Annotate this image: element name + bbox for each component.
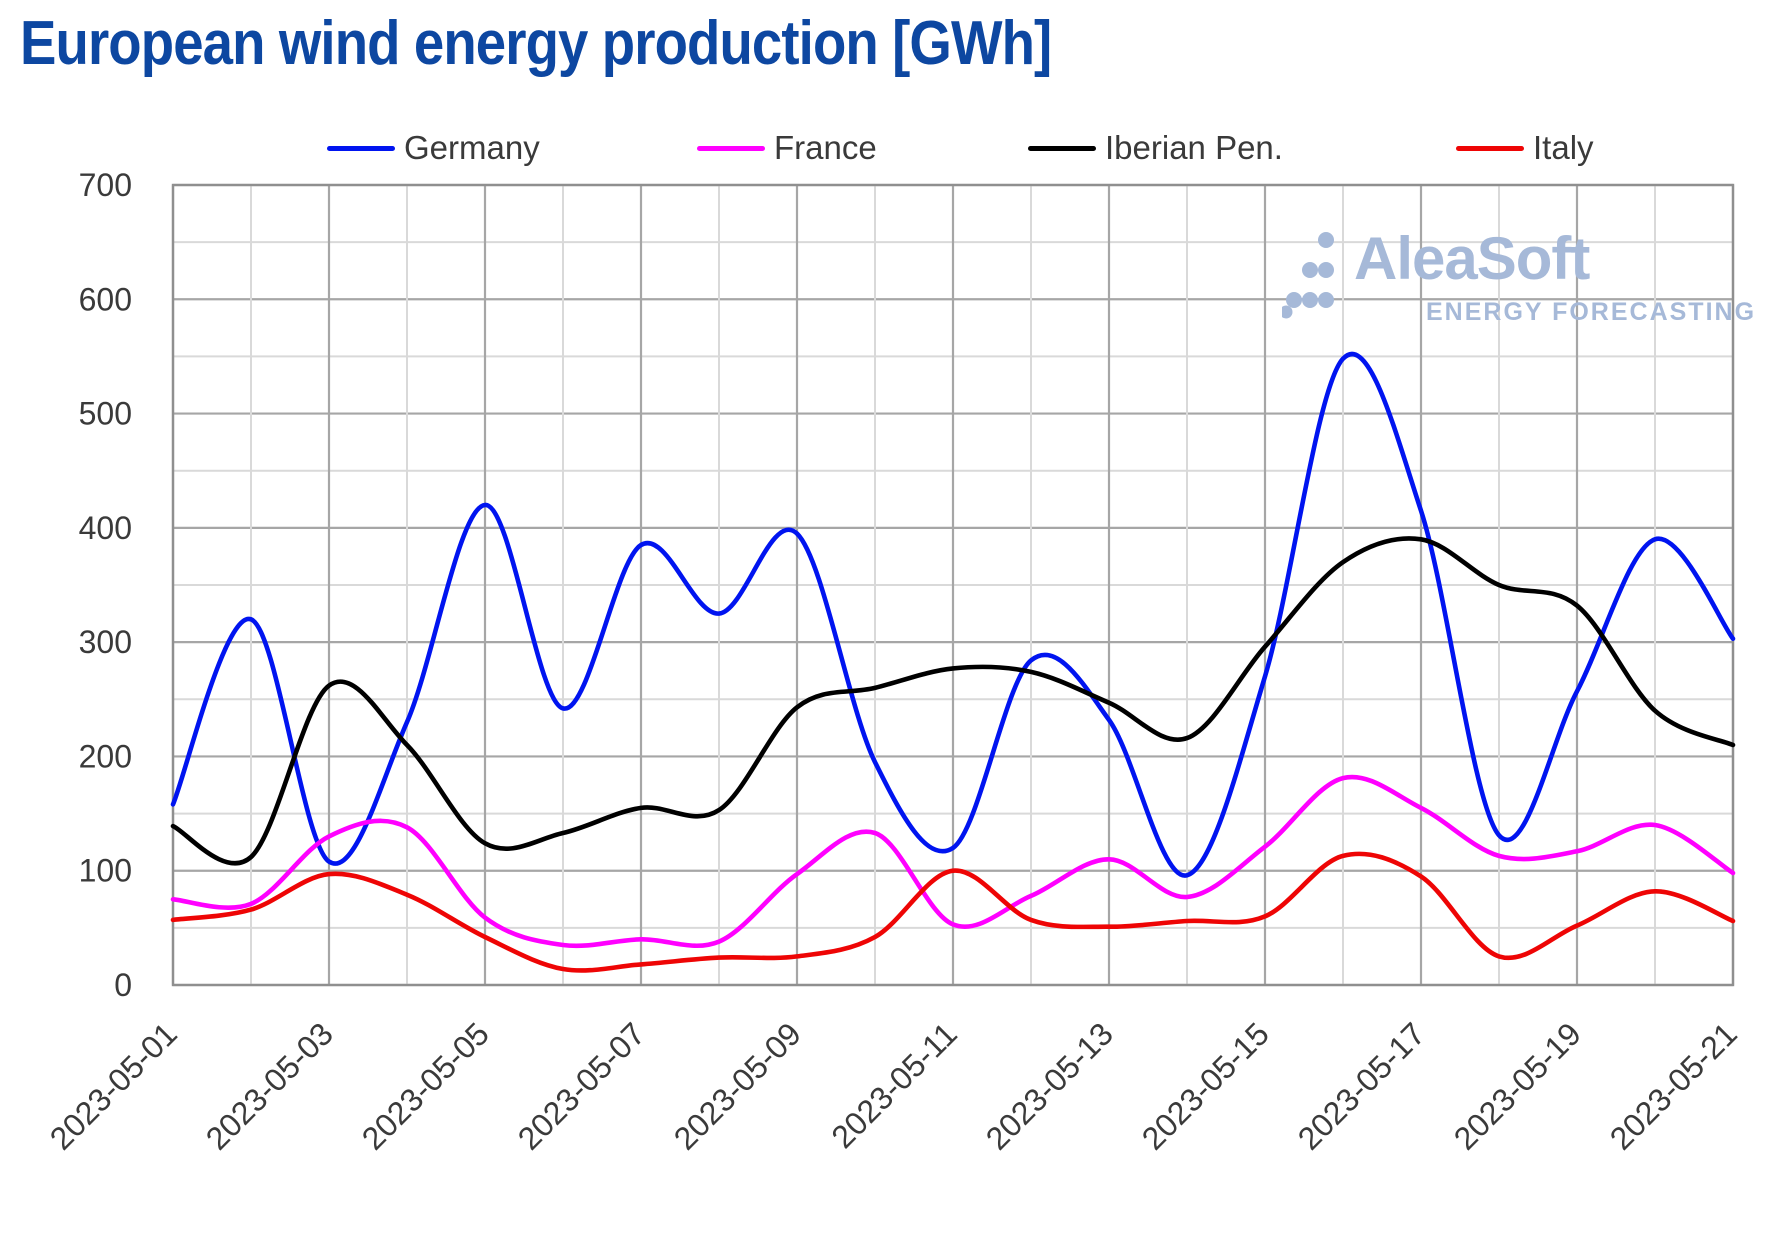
x-tick-label: 2023-05-15 [1135, 1015, 1276, 1156]
x-tick-label: 2023-05-17 [1291, 1015, 1432, 1156]
x-tick-label: 2023-05-05 [355, 1015, 496, 1156]
logo-dot [1302, 262, 1318, 278]
y-tick-label: 0 [114, 967, 132, 1003]
logo-dot [1318, 262, 1334, 278]
x-tick-label: 2023-05-21 [1603, 1015, 1744, 1156]
legend-swatch-iberian-pen [1028, 145, 1096, 151]
logo-dot [1318, 292, 1334, 308]
logo-dot [1318, 232, 1334, 248]
series-line-iberian-pen [170, 536, 1736, 866]
x-tick-label: 2023-05-01 [43, 1015, 184, 1156]
y-tick-label: 300 [79, 624, 132, 660]
x-tick-label: 2023-05-13 [979, 1015, 1120, 1156]
x-tick-label: 2023-05-19 [1447, 1015, 1588, 1156]
logo-dot [1286, 292, 1302, 308]
x-tick-label: 2023-05-11 [824, 1015, 964, 1155]
legend: Germany France Iberian Pen. Italy [0, 124, 1771, 172]
series-line-france [170, 774, 1736, 949]
aleasoft-logo: AleaSoft ENERGY FORECASTING [1282, 224, 1754, 344]
legend-swatch-france [697, 145, 765, 151]
y-tick-label: 200 [79, 738, 132, 774]
logo-tagline-text: ENERGY FORECASTING [1426, 298, 1757, 326]
legend-swatch-germany [327, 145, 395, 151]
y-tick-label: 500 [79, 396, 132, 432]
x-tick-label: 2023-05-03 [199, 1015, 340, 1156]
plot-frame [171, 183, 1735, 987]
legend-label-italy: Italy [1533, 129, 1594, 166]
y-tick-label: 600 [79, 281, 132, 317]
series-line-germany [170, 351, 1736, 878]
aleasoft-dots-icon [1282, 232, 1334, 319]
logo-brand-text: AleaSoft [1354, 225, 1590, 292]
legend-label-germany: Germany [404, 129, 540, 166]
series-line-italy [170, 851, 1736, 973]
legend-item-iberian-pen: Iberian Pen. [1028, 124, 1283, 172]
y-tick-label: 700 [79, 167, 132, 203]
legend-item-france: France [697, 124, 877, 172]
legend-label-france: France [774, 129, 877, 166]
x-tick-label: 2023-05-09 [667, 1015, 808, 1156]
logo-dot [1302, 292, 1318, 308]
legend-item-italy: Italy [1456, 124, 1594, 172]
legend-swatch-italy [1456, 145, 1524, 151]
y-tick-label: 100 [79, 853, 132, 889]
legend-label-iberian-pen: Iberian Pen. [1105, 129, 1283, 166]
chart-title: European wind energy production [GWh] [20, 9, 1052, 78]
legend-item-germany: Germany [327, 124, 540, 172]
y-tick-label: 400 [79, 510, 132, 546]
x-tick-label: 2023-05-07 [511, 1015, 652, 1156]
logo-dot [1282, 305, 1293, 319]
